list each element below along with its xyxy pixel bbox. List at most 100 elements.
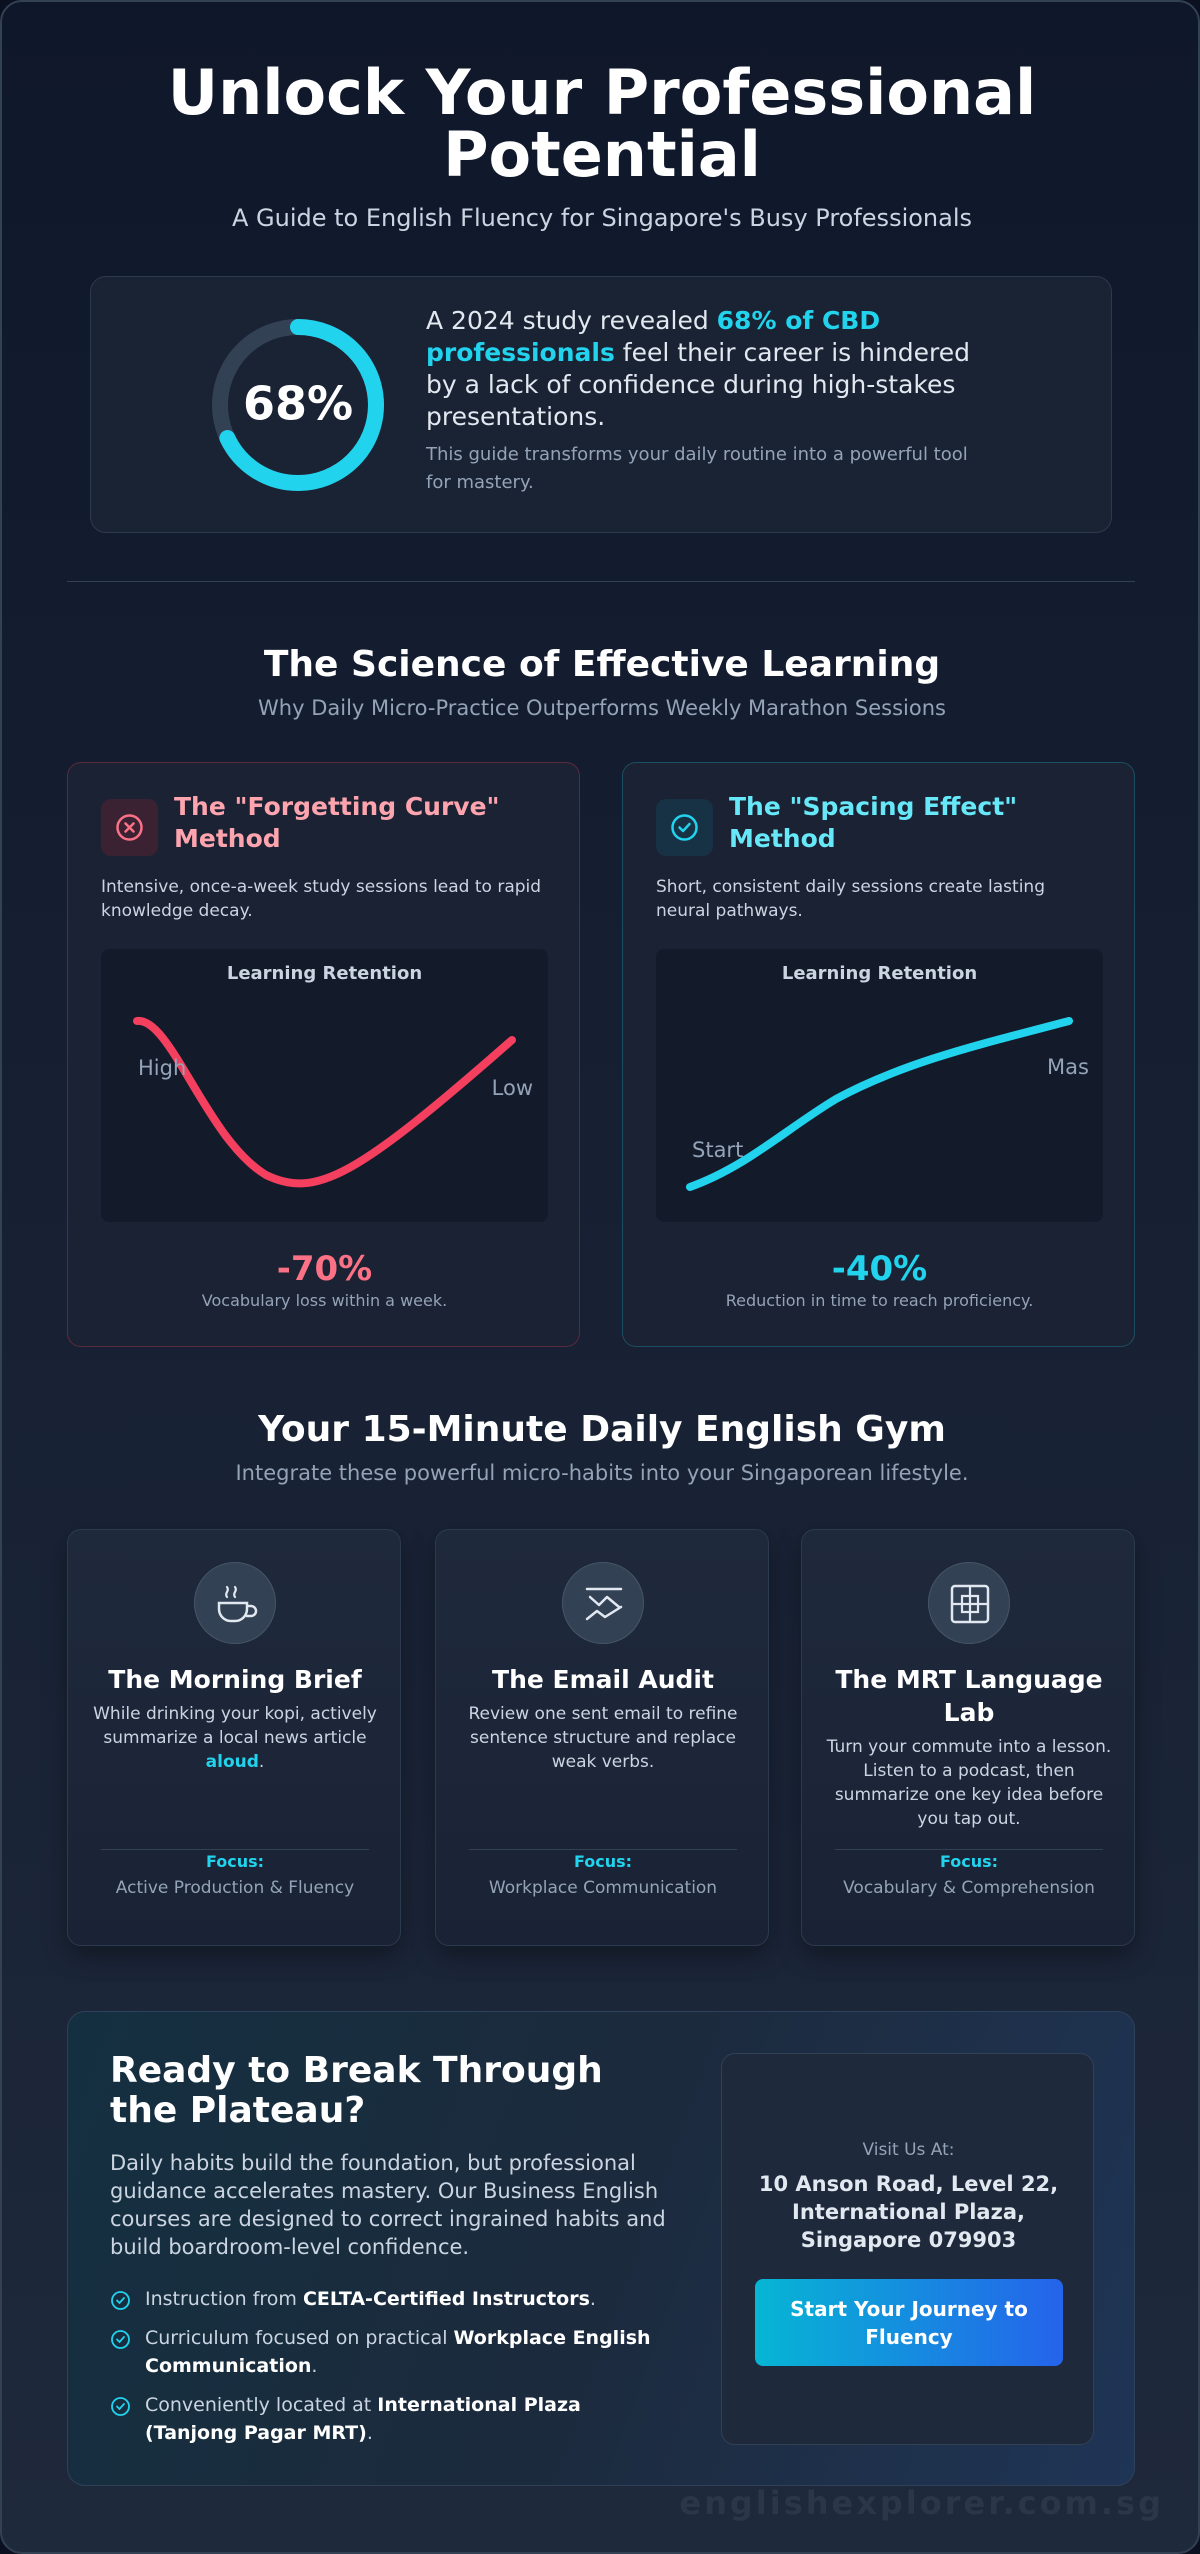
icon — [194, 1562, 276, 1644]
habit-card: The MRT Language Lab Turn your commute i… — [801, 1529, 1135, 1946]
card-description: Turn your commute into a lesson. Listen … — [822, 1735, 1116, 1831]
section-subtitle: Why Daily Micro-Practice Outperforms Wee… — [258, 696, 946, 720]
figure: -70% — [276, 1249, 373, 1289]
icon — [656, 799, 713, 856]
bullet: Instruction from CELTA-Certified Instruc… — [110, 2285, 670, 2313]
card-description: While drinking your kopi, actively summa… — [88, 1702, 382, 1774]
card-title: The "Spacing Effect" Method — [729, 792, 1018, 853]
curve-line — [133, 1017, 516, 1188]
donut-arc — [212, 319, 384, 491]
habit-card: The Email Audit Review one sent email to… — [435, 1529, 769, 1946]
title-text: The Email Audit — [492, 1665, 714, 1694]
icon — [101, 799, 158, 856]
cta-title: Ready to Break Through the Plateau? — [110, 2050, 603, 2131]
text: feel their career is hindered by a lack … — [426, 338, 971, 431]
cta-panel: Ready to Break Through the Plateau? Dail… — [67, 2011, 1135, 2486]
card-description: Intensive, once-a-week study sessions le… — [101, 877, 542, 921]
address: 10 Anson Road, Level 22, International P… — [758, 2172, 1059, 2252]
x-icon — [116, 814, 143, 841]
icon — [928, 1562, 1010, 1644]
text: A 2024 study revealed — [426, 306, 717, 335]
text: . — [258, 1752, 265, 1772]
donut-label: 68% — [243, 377, 353, 431]
section-title: Your 15-Minute Daily English Gym — [258, 1409, 946, 1450]
icon — [562, 1562, 644, 1644]
focus-label: Focus: — [573, 1852, 633, 1871]
emphasis: CELTA-Certified Instructors — [302, 2288, 590, 2310]
visit-label: Visit Us At: — [862, 2140, 955, 2160]
card-title: The "Forgetting Curve" Method — [174, 792, 500, 853]
focus-value: Workplace Communication — [488, 1878, 718, 1898]
coffee-icon — [217, 1585, 258, 1623]
rule — [469, 1849, 737, 1850]
rule — [101, 1849, 369, 1850]
check-icon — [111, 2330, 130, 2349]
stat-text: A 2024 study revealed 68% of CBD profess… — [426, 305, 996, 497]
bullet: Curriculum focused on practical Workplac… — [110, 2324, 670, 2380]
curve-label: Start — [692, 1138, 743, 1162]
text: Curriculum focused on practical — [145, 2327, 454, 2349]
section-subtitle: Integrate these powerful micro-habits in… — [235, 1461, 969, 1485]
habit-card: The Morning Brief While drinking your ko… — [67, 1529, 401, 1946]
divider — [67, 581, 1135, 582]
curve-label: Low — [492, 1076, 533, 1100]
check-icon — [111, 2397, 130, 2416]
title: Unlock Your Professional Potential — [167, 56, 1037, 191]
science-card: The "Spacing Effect" Method Short, consi… — [622, 762, 1135, 1347]
stat-note: This guide transforms your daily routine… — [426, 444, 968, 493]
text: Conveniently located at — [145, 2394, 378, 2416]
card-title: The Morning Brief While drinking your ko… — [88, 1663, 382, 1774]
focus-value: Active Production & Fluency — [115, 1878, 355, 1898]
section-title: The Science of Effective Learning — [263, 644, 941, 685]
card-title: The Email Audit Review one sent email to… — [456, 1663, 750, 1774]
cta-body: Daily habits build the foundation, but p… — [110, 2151, 666, 2259]
bullet: Conveniently located at International Pl… — [110, 2391, 670, 2447]
curve-line — [686, 1017, 1073, 1191]
rule — [835, 1849, 1103, 1850]
check-icon — [671, 814, 698, 841]
card-description: Review one sent email to refine sentence… — [456, 1702, 750, 1774]
title-text: The MRT Language Lab — [835, 1665, 1103, 1727]
highlight: aloud — [205, 1752, 259, 1772]
curve-label: Mas — [1047, 1055, 1089, 1079]
text: Turn your commute into a lesson. Listen … — [826, 1737, 1112, 1829]
text: . — [589, 2288, 596, 2310]
text: . — [366, 2422, 373, 2444]
curve: High Low — [133, 1017, 533, 1188]
donut: 68% — [212, 319, 384, 491]
chart-box: Learning Retention Start Mas — [656, 949, 1103, 1222]
text: Review one sent email to refine sentence… — [468, 1704, 738, 1772]
address-box: Visit Us At: 10 Anson Road, Level 22, In… — [721, 2053, 1094, 2445]
card-description: Short, consistent daily sessions create … — [656, 877, 1045, 921]
bullet-list: Instruction from CELTA-Certified Instruc… — [110, 2285, 670, 2458]
chart-box: Learning Retention High Low — [101, 949, 548, 1222]
stat-panel: 68% A 2024 study revealed 68% of CBD pro… — [90, 276, 1112, 533]
chart-icon — [585, 1587, 623, 1621]
title-text: The Morning Brief — [108, 1665, 362, 1694]
curve-label: High — [138, 1056, 186, 1080]
text: Instruction from — [145, 2288, 303, 2310]
highlight: 68% of CBD professionals — [426, 306, 881, 367]
focus-label: Focus: — [939, 1852, 999, 1871]
curve: Start Mas — [686, 1017, 1089, 1191]
check-icon — [111, 2291, 130, 2310]
subtitle: A Guide to English Fluency for Singapore… — [231, 204, 973, 232]
focus-label: Focus: — [205, 1852, 265, 1871]
emphasis: Workplace English Communication — [145, 2327, 651, 2377]
text: While drinking your kopi, actively summa… — [93, 1704, 377, 1748]
focus-value: Vocabulary & Comprehension — [843, 1878, 1095, 1898]
figure: -40% — [831, 1249, 928, 1289]
map-icon — [950, 1584, 990, 1624]
cta-button[interactable]: Start Your Journey to Fluency — [755, 2279, 1063, 2366]
figure-caption: Reduction in time to reach proficiency. — [725, 1291, 1034, 1310]
figure-caption: Vocabulary loss within a week. — [201, 1291, 448, 1310]
text: . — [311, 2355, 318, 2377]
science-card: The "Forgetting Curve" Method Intensive,… — [67, 762, 580, 1347]
card-title: The MRT Language Lab Turn your commute i… — [822, 1663, 1116, 1831]
chart-title: Learning Retention — [226, 963, 423, 984]
chart-title: Learning Retention — [781, 963, 978, 984]
watermark: englishexplorer.com.sg — [679, 2484, 1164, 2522]
